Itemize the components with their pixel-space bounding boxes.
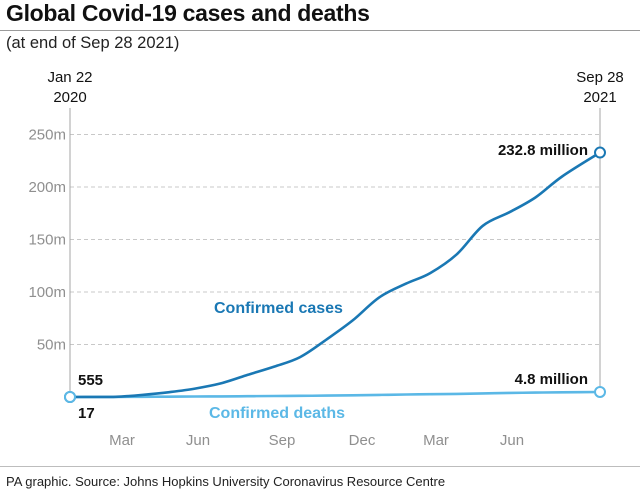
line-chart: 50m 100m 150m 200m 250m Mar Jun Sep Dec Mar Jun Ja… [28, 69, 623, 449]
y-tick-label: 150m [28, 232, 66, 249]
series-label-deaths: Confirmed deaths [209, 405, 345, 422]
x-tick-label: Jun [500, 432, 524, 449]
start-date-label-month: Jan 22 [47, 69, 92, 86]
deaths-start-value: 17 [78, 405, 95, 422]
y-axis-ticks: 50m 100m 150m 200m 250m [28, 127, 66, 354]
annotations: Confirmed cases Confirmed deaths 555 17 232.… [78, 142, 588, 422]
title-divider [0, 30, 640, 31]
cases-end-value: 232.8 million [498, 142, 588, 159]
y-tick-label: 250m [28, 127, 66, 144]
cases-line [68, 151, 602, 399]
chart-title: Global Covid-19 cases and deaths [6, 0, 370, 26]
start-date-label-year: 2020 [53, 89, 86, 106]
x-tick-label: Dec [349, 432, 376, 449]
deaths-line-end-point [594, 385, 606, 398]
cases-start-value: 555 [78, 372, 103, 389]
y-tick-label: 200m [28, 179, 66, 196]
x-tick-label: Mar [423, 432, 449, 449]
x-tick-label: Mar [109, 432, 135, 449]
chart-subtitle: (at end of Sep 28 2021) [6, 34, 180, 52]
end-date-label-month: Sep 28 [576, 69, 624, 86]
x-axis-ticks: Mar Jun Sep Dec Mar Jun Jan 22 2020 Sep 28 2021 [47, 69, 623, 449]
end-date-label-year: 2021 [583, 89, 616, 106]
cases-line-end-point [594, 146, 606, 159]
source-note: PA graphic. Source: Johns Hopkins Univer… [6, 474, 446, 489]
y-tick-label: 50m [37, 337, 66, 354]
x-tick-label: Sep [269, 432, 296, 449]
deaths-line [68, 390, 602, 399]
y-tick-label: 100m [28, 284, 66, 301]
deaths-end-value: 4.8 million [515, 371, 588, 388]
deaths-line-start-point [64, 391, 76, 403]
series-lines [64, 146, 606, 403]
series-label-cases: Confirmed cases [214, 300, 343, 317]
footer-divider [0, 466, 640, 467]
x-tick-label: Jun [186, 432, 210, 449]
